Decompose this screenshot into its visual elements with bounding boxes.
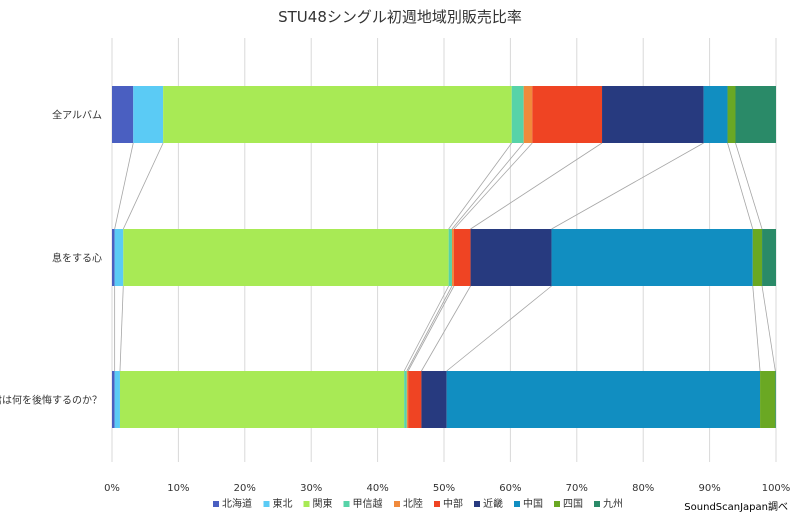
x-tick-label: 20%: [234, 483, 256, 494]
category-label: 息をする心: [52, 252, 102, 265]
series-connector-line: [470, 142, 603, 230]
bar-segment: [114, 371, 120, 428]
bar-segment: [446, 371, 761, 428]
legend-label: 東北: [273, 497, 293, 510]
legend-label: 九州: [603, 498, 623, 510]
series-connector-line: [752, 285, 761, 372]
series-connector-line: [727, 142, 754, 230]
bar-segment: [119, 371, 405, 428]
series-connector-lines: [114, 142, 776, 372]
bar-segment: [532, 86, 603, 143]
x-tick-label: 80%: [632, 483, 654, 494]
bar-segment: [123, 229, 449, 286]
legend-swatch: [343, 501, 350, 507]
legend-swatch: [434, 501, 440, 507]
x-tick-label: 100%: [762, 483, 791, 494]
x-tick-label: 0%: [104, 483, 120, 494]
series-connector-line: [403, 285, 450, 372]
bar-segment: [451, 229, 454, 286]
chart-title: STU48シングル初週地域別販売比率: [278, 8, 522, 26]
category-label: 君は何を後悔するのか？: [0, 394, 102, 407]
series-connector-line: [453, 142, 533, 230]
series-connector-line: [122, 142, 164, 230]
bar-segment: [470, 229, 552, 286]
source-note: SoundScanJapan調べ: [684, 500, 788, 513]
bar-segment: [602, 86, 704, 143]
x-tick-label: 90%: [698, 483, 720, 494]
x-tick-label: 10%: [167, 483, 189, 494]
bar-segment: [703, 86, 728, 143]
bar-segment: [406, 371, 409, 428]
legend-swatch: [554, 501, 560, 507]
legend-swatch: [594, 501, 600, 507]
bar-segment: [762, 229, 776, 286]
x-tick-label: 60%: [499, 483, 521, 494]
legend-label: 近畿: [483, 497, 503, 510]
legend-label: 中国: [523, 497, 543, 510]
bar-segment: [735, 86, 776, 143]
bar-segment: [408, 371, 422, 428]
legend-swatch: [394, 501, 400, 507]
bar-segment: [133, 86, 164, 143]
series-connector-line: [407, 285, 455, 372]
bar-segment: [163, 86, 512, 143]
series-connector-line: [446, 285, 552, 372]
bar-segment: [551, 229, 753, 286]
series-connector-line: [761, 285, 776, 372]
legend: 北海道 東北 関東 甲信越 北陸 中部 近畿 中国 四国 九州: [213, 497, 623, 510]
legend-label: 北海道: [222, 497, 252, 510]
legend-label: 四国: [563, 498, 583, 510]
x-tick-label: 40%: [366, 483, 388, 494]
bar-segment: [114, 229, 124, 286]
bar-segment: [453, 229, 471, 286]
bar-segment: [421, 371, 447, 428]
legend-label: 北陸: [403, 497, 423, 510]
bar-segment: [760, 371, 776, 428]
legend-label: 中部: [443, 497, 463, 510]
bar-segment: [112, 229, 115, 286]
legend-label: 甲信越: [353, 497, 383, 510]
series-connector-line: [119, 285, 124, 372]
series-connector-line: [406, 285, 453, 372]
bar-segment: [448, 229, 452, 286]
bars-group: [112, 86, 776, 428]
legend-swatch: [263, 501, 270, 507]
legend-swatch: [213, 501, 219, 507]
legend-swatch: [514, 501, 520, 507]
x-tick-label: 70%: [566, 483, 588, 494]
series-connector-line: [448, 142, 513, 230]
bar-segment: [404, 371, 407, 428]
series-connector-line: [421, 285, 471, 372]
bar-segment: [112, 86, 134, 143]
legend-swatch: [474, 501, 480, 507]
bar-segment: [112, 371, 115, 428]
series-connector-line: [735, 142, 763, 230]
series-connector-line: [114, 142, 134, 230]
bar-segment: [523, 86, 533, 143]
bar-segment: [511, 86, 524, 143]
bar-segment: [752, 229, 763, 286]
series-connector-line: [551, 142, 704, 230]
series-connector-line: [451, 142, 524, 230]
x-tick-label: 30%: [300, 483, 322, 494]
legend-swatch: [303, 501, 310, 507]
x-tick-label: 50%: [433, 483, 455, 494]
bar-segment: [727, 86, 736, 143]
bar-segment: [775, 371, 776, 428]
legend-label: 関東: [313, 497, 333, 510]
category-label: 全アルバム: [52, 109, 102, 122]
x-axis-tick-labels: 0% 10% 20% 30% 40% 50% 60% 70% 80% 90% 100%: [104, 483, 790, 494]
